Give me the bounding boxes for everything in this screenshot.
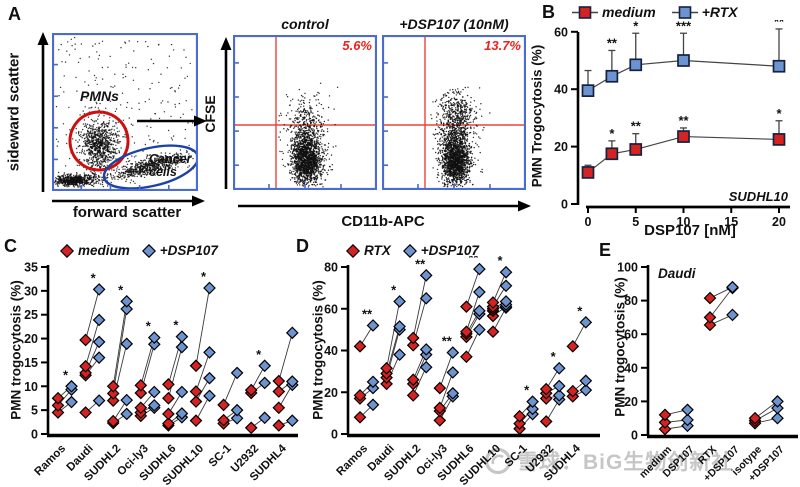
gate-label-cancer-cells: Cancer cells [149, 152, 192, 180]
gating-to-flow-arrow [137, 115, 207, 127]
panel-d-legend: RTX +DSP107 [346, 243, 479, 258]
flow-dots-dsp107 [381, 34, 527, 191]
flow-plot-control: 5.6% [232, 34, 378, 191]
rtx-diamond-marker-icon [346, 243, 360, 258]
panel-c-label: C [4, 236, 17, 256]
legend-label-c-medium: medium [78, 243, 130, 258]
medium-diamond-marker-icon [60, 243, 74, 258]
legend-label-d-dsp107: +DSP107 [420, 243, 479, 258]
dsp107-diamond-marker-icon [141, 243, 156, 258]
legend-item-c-medium: medium [60, 243, 130, 258]
legend-item-d-rtx: RTX [346, 243, 391, 258]
panel-e-chart: 0 20 40 60 80 100 medium DSP107 RTX +DSP107 isotyp… [610, 255, 800, 487]
gating-scatter-plot: PMNs Cancer cells [51, 32, 200, 192]
watermark-text: 雪球：BiG生物创新社 [517, 451, 734, 474]
dsp107-diamond-marker-icon [402, 243, 417, 258]
gate-label-pmns: PMNs [80, 88, 119, 104]
legend-label-medium: medium [602, 4, 656, 20]
cd11b-label: CD11b-APC [341, 213, 425, 230]
legend-item-c-dsp107: +DSP107 [141, 243, 218, 258]
cfse-axis-arrow [220, 37, 232, 189]
cd11b-axis-arrow [238, 200, 531, 212]
gating-xlabel: forward scatter [72, 204, 182, 221]
medium-square-marker-icon [572, 5, 598, 19]
gating-ylabel: sideward scatter [5, 52, 23, 172]
panel-c-plot: 05101520253035*Ramos*Daudi*SUDHL2*Oci-ly… [24, 261, 299, 487]
panel-d-plot: 020406080**Ramos*Daudi**SUDHL2**Oci-ly3*… [324, 250, 600, 487]
panel-d-chart: 0 20 40 60 80 ** Ramos * Daudi ** SUDHL2 ** Oci-ly3 *… [300, 250, 610, 487]
legend-label-rtx: +RTX [701, 4, 738, 20]
flow-plot-dsp107: 13.7% [381, 34, 527, 191]
panel-b-ylabel: PMN Trogocytosis (%) [529, 44, 545, 188]
flow-pct-control: 5.6% [342, 38, 372, 53]
legend-label-d-rtx: RTX [364, 243, 391, 258]
panel-b-chart: 0 20 40 60 0 5 10 15 20 SUDHL10 * ** ** * ** * *** ** [550, 14, 800, 243]
gating-xaxis-arrow [52, 195, 205, 207]
flow-title-dsp107: +DSP107 (10nM) [399, 16, 509, 32]
rtx-square-marker-icon [671, 5, 698, 19]
panel-b-label: B [542, 2, 555, 22]
panel-d-label: D [296, 236, 309, 256]
xueqiu-logo-icon [484, 447, 512, 475]
legend-item-d-dsp107: +DSP107 [402, 243, 479, 258]
gating-dots [51, 32, 200, 192]
legend-item-rtx: +RTX [671, 4, 738, 20]
flow-dots-control [232, 34, 378, 191]
panel-b-xlabel: DSP107 [nM] [644, 222, 736, 239]
panel-c-legend: medium +DSP107 [60, 243, 218, 258]
legend-label-c-dsp107: +DSP107 [159, 243, 218, 258]
legend-item-medium: medium [572, 4, 656, 20]
gating-yaxis-arrow [37, 32, 49, 192]
panel-e-title: Daudi [658, 266, 696, 281]
flow-pct-dsp107: 13.7% [484, 38, 521, 53]
flow-title-control: control [281, 16, 329, 32]
panel-a-label: A [8, 4, 21, 24]
panel-c-chart: 0 5 10 15 20 25 30 35 * Ramos * Daudi * SUDHL2 * Oci-ly… [0, 256, 310, 487]
watermark: 雪球：BiG生物创新社 [484, 446, 733, 476]
panel-b-legend: medium +RTX [572, 4, 738, 20]
panel-e-label: E [599, 240, 612, 260]
